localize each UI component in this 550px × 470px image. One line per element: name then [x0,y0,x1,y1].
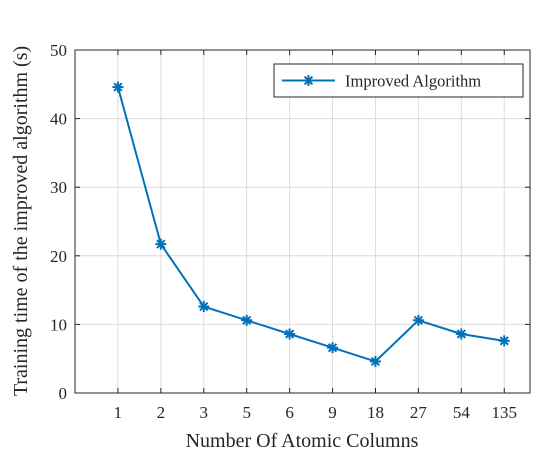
marker-stroke [456,329,466,339]
marker-stroke [370,356,381,367]
legend-asterisk [303,75,314,86]
data-point-marker [498,335,510,347]
y-tick-label: 0 [59,384,68,403]
marker-stroke [499,336,509,346]
y-tick-label: 30 [50,178,67,197]
legend: Improved Algorithm [273,63,524,98]
marker-stroke [156,239,166,249]
data-point-marker [155,238,167,250]
data-point-marker [198,301,210,313]
x-tick-label: 9 [328,403,337,422]
data-point-marker [412,314,424,326]
marker-stroke [113,82,123,92]
x-tick-label: 3 [200,403,209,422]
tick-labels: 0 10 20 30 40 50 1 2 3 5 6 9 18 27 54 135 [50,41,517,422]
x-tick-label: 18 [367,403,384,422]
plot-background [75,50,530,393]
x-axis-label: Number Of Atomic Columns [186,430,419,452]
y-axis-label: Training time of the improved algorithm … [10,46,32,396]
axes [74,49,531,394]
marker-stroke [327,343,338,353]
y-tick-label: 10 [50,315,67,334]
marker-stroke [242,315,252,325]
data-point-marker [284,328,296,340]
marker-stroke [199,301,209,312]
data-point-marker [327,342,339,354]
x-tick-label: 5 [242,403,251,422]
legend-marker-asterisk [303,75,314,86]
axes-frame [74,49,531,394]
y-tick-label: 50 [50,41,67,60]
x-tick-label: 27 [410,403,428,422]
series-layer [112,81,510,367]
legend-label: Improved Algorithm [345,72,481,91]
data-point-marker [369,355,381,367]
x-tick-label: 6 [285,403,294,422]
marker-stroke [413,315,423,325]
marker-stroke [303,75,314,86]
data-point-marker [241,314,253,326]
y-tick-label: 20 [50,247,67,266]
x-tick-label: 135 [491,403,517,422]
marker-stroke [285,329,295,339]
y-tick-label: 40 [50,110,67,129]
data-point-marker [112,81,124,93]
series-line-improved-algorithm [116,86,505,363]
x-tick-label: 2 [157,403,166,422]
x-tick-label: 1 [114,403,123,422]
x-tick-label: 54 [453,403,471,422]
data-point-marker [455,328,467,340]
